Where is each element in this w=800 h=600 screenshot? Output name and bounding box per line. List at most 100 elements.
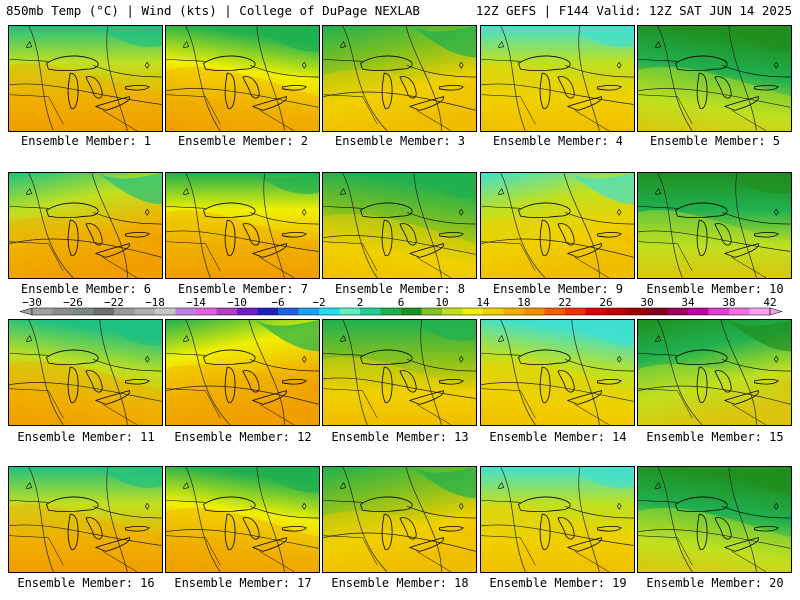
ensemble-member-label: Ensemble Member: 9 [492,282,624,296]
ensemble-member-label: Ensemble Member: 13 [331,430,469,444]
ensemble-member-label: Ensemble Member: 11 [17,430,155,444]
colorbar-left-arrow [19,307,33,316]
ensemble-member-label: Ensemble Member: 1 [20,134,152,148]
colorbar-swatch [544,308,566,315]
ensemble-map-panel [637,319,792,426]
colorbar-swatch [524,308,545,315]
colorbar-swatch [708,308,730,315]
colorbar-swatch [585,308,607,315]
colorbar-swatch [442,308,463,315]
colorbar-swatch [503,308,525,315]
colorbar-tick-label: 2 [357,296,364,309]
colorbar-swatch [483,308,504,315]
ensemble-map-panel [322,25,477,132]
map-graphic [166,26,319,131]
ensemble-map-panel [8,319,163,426]
ensemble-member-label: Ensemble Member: 17 [174,576,312,590]
map-graphic [481,173,634,278]
colorbar-swatch [421,308,443,315]
ensemble-member-label: Ensemble Member: 5 [649,134,781,148]
colorbar-tick-label: 38 [722,296,735,309]
colorbar-tick-label: 34 [681,296,695,309]
temperature-colorbar: −30 −26 −22 −18 −14 −10 −6 −2 2 6 10 14 18 22 26 30 34 38… [0,296,800,318]
ensemble-map-panel [637,466,792,573]
ensemble-map-panel [8,25,163,132]
ensemble-member-label: Ensemble Member: 4 [492,134,624,148]
ensemble-member-label: Ensemble Member: 3 [334,134,466,148]
model-run-info: 12Z GEFS | F144 Valid: 12Z SAT JUN 14 20… [475,3,792,18]
colorbar-tick-label: 22 [558,296,571,309]
ensemble-member-label: Ensemble Member: 2 [177,134,309,148]
ensemble-member-label: Ensemble Member: 10 [646,282,784,296]
colorbar-outline [31,307,771,316]
map-graphic [9,320,162,425]
map-graphic [166,173,319,278]
map-graphic [9,26,162,131]
colorbar-swatch [32,308,53,315]
ensemble-member-label: Ensemble Member: 18 [331,576,469,590]
colorbar-swatch [462,308,484,315]
colorbar-swatch [401,308,422,315]
colorbar-swatch [257,308,279,315]
colorbar-swatch [278,308,299,315]
colorbar-tick-label: 6 [398,296,405,309]
colorbar-tick-label: −6 [271,296,284,309]
ensemble-map-panel [322,172,477,279]
ensemble-map-panel [480,466,635,573]
ensemble-map-panel [322,466,477,573]
colorbar-swatch [134,308,156,315]
colorbar-swatch [237,308,258,315]
ensemble-map-panel [165,25,320,132]
colorbar-swatch [339,308,361,315]
ensemble-map-panel [480,25,635,132]
colorbar-swatch [729,308,750,315]
map-graphic [9,467,162,572]
map-graphic [481,26,634,131]
ensemble-map-panel [637,25,792,132]
ensemble-member-label: Ensemble Member: 6 [20,282,152,296]
colorbar-swatch [216,308,238,315]
map-graphic [166,467,319,572]
ensemble-member-label: Ensemble Member: 12 [174,430,312,444]
ensemble-map-panel [480,319,635,426]
colorbar-swatch [380,308,402,315]
colorbar-swatch [93,308,115,315]
ensemble-member-label: Ensemble Member: 8 [334,282,466,296]
colorbar-tick-label: −18 [145,296,165,309]
colorbar-swatch [52,308,74,315]
colorbar-tick-label: −2 [312,296,325,309]
colorbar-tick-label: 18 [517,296,530,309]
ensemble-map-panel [165,319,320,426]
ensemble-member-label: Ensemble Member: 19 [489,576,627,590]
colorbar-graphic: −30 −26 −22 −18 −14 −10 −6 −2 2 6 10 14 18 22 26 30 34 38… [19,296,783,316]
map-graphic [638,467,791,572]
map-graphic [481,320,634,425]
colorbar-tick-label: 14 [476,296,490,309]
colorbar-swatch [647,308,668,315]
colorbar-swatch [155,308,176,315]
map-graphic [638,26,791,131]
colorbar-swatch [196,308,217,315]
colorbar-swatch [565,308,586,315]
colorbar-right-arrow [769,307,783,316]
colorbar-swatch [298,308,320,315]
map-graphic [323,26,476,131]
map-graphic [323,173,476,278]
map-title: 850mb Temp (°C) | Wind (kts) | College o… [6,3,420,18]
ensemble-member-label: Ensemble Member: 16 [17,576,155,590]
map-graphic [9,173,162,278]
ensemble-map-panel [8,466,163,573]
ensemble-map-panel [322,319,477,426]
colorbar-tick-label: −22 [104,296,124,309]
colorbar-swatch [667,308,689,315]
colorbar-tick-label: −10 [227,296,247,309]
ensemble-member-label: Ensemble Member: 15 [646,430,784,444]
ensemble-map-panel [637,172,792,279]
colorbar-tick-label: −26 [63,296,83,309]
ensemble-member-label: Ensemble Member: 20 [646,576,784,590]
ensemble-member-label: Ensemble Member: 14 [489,430,627,444]
colorbar-swatch [175,308,197,315]
map-graphic [323,320,476,425]
map-graphic [166,320,319,425]
colorbar-swatch [606,308,627,315]
